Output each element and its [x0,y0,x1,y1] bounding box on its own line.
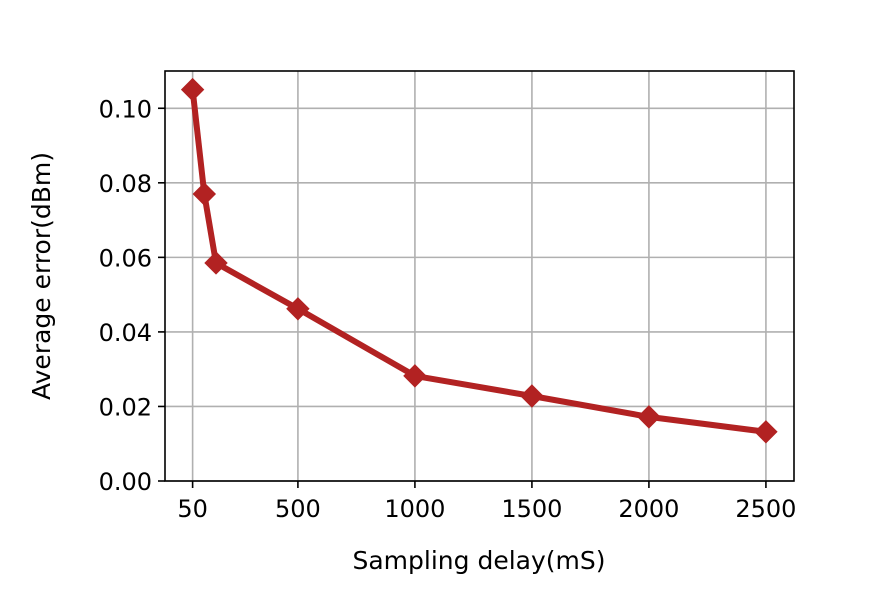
x-axis-label: Sampling delay(mS) [352,546,605,575]
x-tick-label: 50 [177,495,208,523]
ticks: 50 500 1000 1500 2000 2500 0.00 0.02 0.04 0.06 0.0… [99,95,797,523]
x-tick-label: 1000 [384,495,445,523]
y-axis-label: Average error(dBm) [27,152,56,400]
y-tick-label: 0.10 [99,95,152,123]
series-line [189,89,767,435]
y-tick-label: 0.02 [99,393,152,421]
x-tick-label: 1500 [501,495,562,523]
data-point-marker [754,420,778,444]
data-point-marker [180,77,205,102]
data-point-marker [192,182,217,206]
plot-frame [164,70,795,482]
data-point-marker [637,405,661,429]
data-point-marker [520,384,544,408]
data-point-marker [204,251,228,275]
data-point-marker [286,297,310,321]
data-point-marker [403,364,427,388]
y-tick-label: 0.06 [99,244,152,272]
grid [165,71,794,482]
y-tick-label: 0.08 [99,170,152,198]
x-tick-label: 500 [275,495,321,523]
y-tick-label: 0.00 [99,468,152,496]
y-tick-label: 0.04 [99,319,152,347]
x-tick-label: 2500 [735,495,796,523]
x-tick-label: 2000 [618,495,679,523]
series-layer [180,77,778,444]
